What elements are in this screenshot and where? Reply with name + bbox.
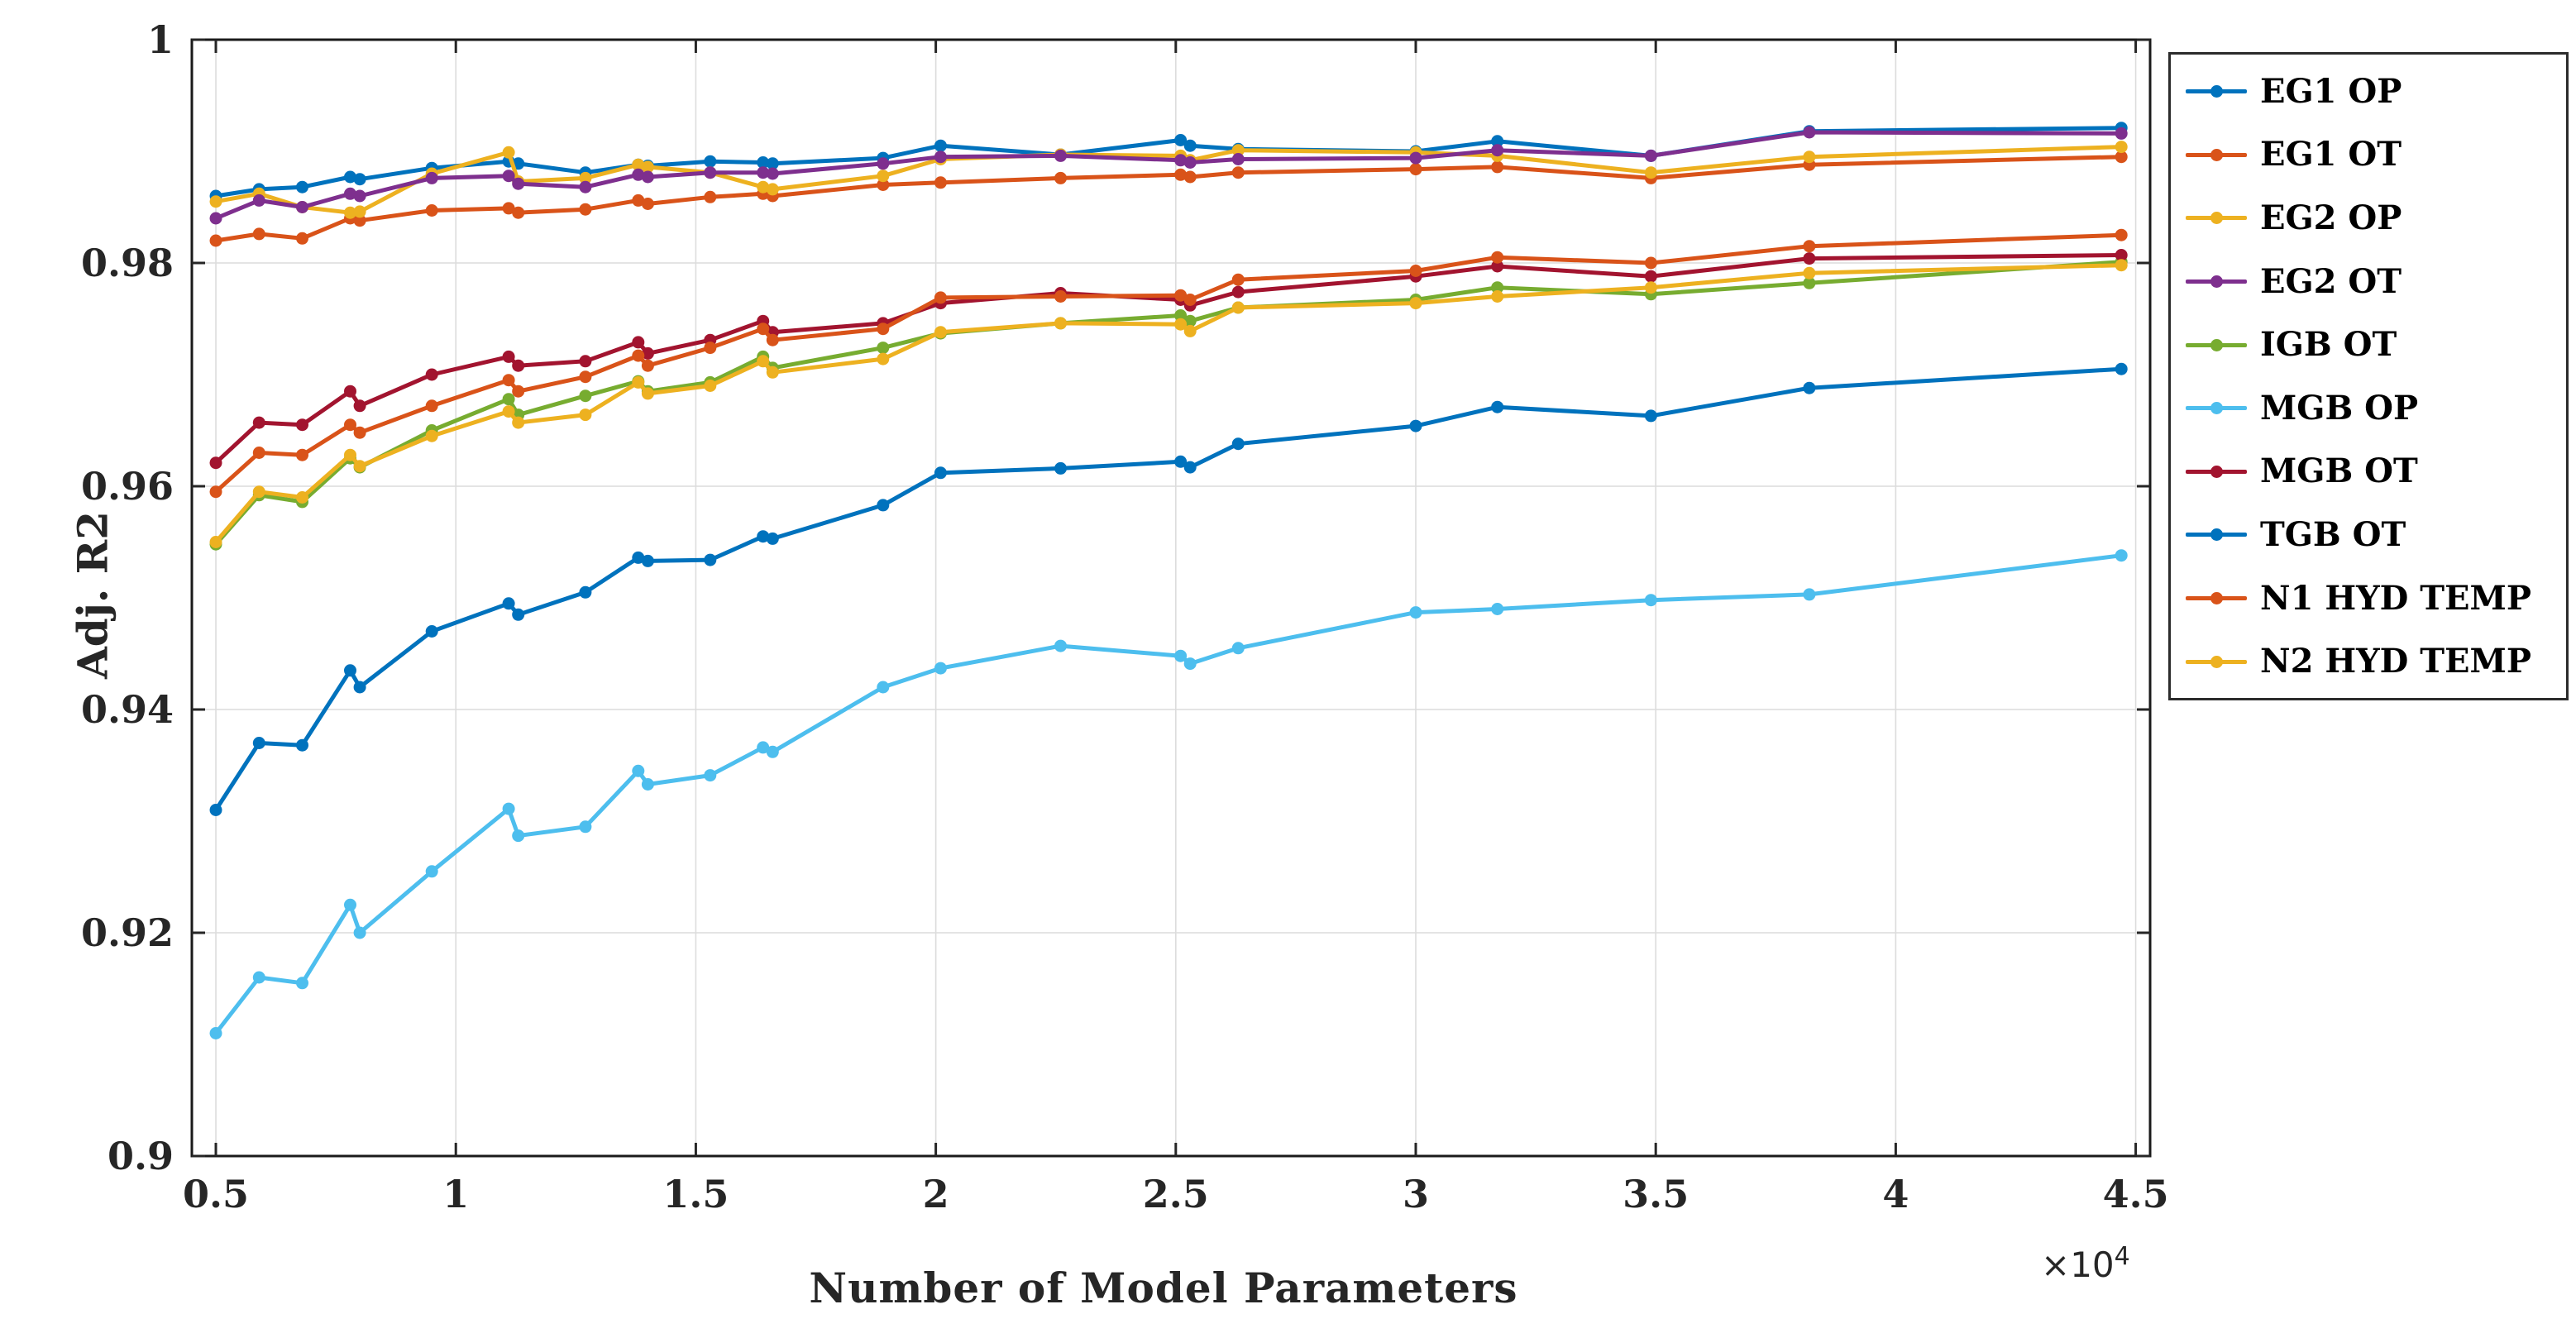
- legend-line-marker-icon: [2186, 147, 2247, 162]
- svg-text:0.9: 0.9: [108, 1134, 174, 1178]
- legend-item-igb-ot: IGB OT: [2186, 315, 2566, 375]
- svg-text:1: 1: [442, 1172, 469, 1216]
- legend-line-marker-icon: [2186, 337, 2247, 352]
- y-axis-label: Adj. R2: [68, 511, 117, 680]
- svg-text:0.96: 0.96: [81, 464, 174, 509]
- svg-text:3.5: 3.5: [1623, 1172, 1689, 1216]
- legend-item-mgb-op: MGB OP: [2186, 378, 2566, 437]
- legend-label: N1 HYD TEMP: [2260, 578, 2531, 618]
- axis-tick-marks: [192, 38, 2150, 1158]
- legend-item-eg2-op: EG2 OP: [2186, 188, 2566, 247]
- legend-item-eg1-ot: EG1 OT: [2186, 125, 2566, 184]
- legend-item-n2-hyd-temp: N2 HYD TEMP: [2186, 632, 2566, 691]
- svg-text:0.5: 0.5: [183, 1172, 249, 1216]
- x-axis-multiplier-base: ×10: [2041, 1245, 2115, 1285]
- svg-text:0.92: 0.92: [81, 910, 174, 955]
- legend-label: IGB OT: [2260, 325, 2397, 365]
- legend-line-marker-icon: [2186, 84, 2247, 98]
- svg-text:0.94: 0.94: [81, 687, 174, 732]
- plot-box: [190, 38, 2152, 1158]
- legend-label: EG1 OP: [2260, 71, 2402, 111]
- series-eg1-ot: [209, 150, 2128, 247]
- series-n1-hyd-temp: [209, 228, 2128, 499]
- legend-label: EG2 OP: [2260, 198, 2402, 237]
- legend-item-eg2-ot: EG2 OT: [2186, 251, 2566, 311]
- legend-line-marker-icon: [2186, 527, 2247, 542]
- legend-line-marker-icon: [2186, 274, 2247, 289]
- svg-text:1.5: 1.5: [662, 1172, 729, 1216]
- x-tick-labels: 0.5 1 1.5 2 2.5 3 3.5 4 4.5: [183, 1172, 2169, 1216]
- svg-text:4: 4: [1882, 1172, 1909, 1216]
- legend-line-marker-icon: [2186, 210, 2247, 225]
- series-tgb-ot: [209, 362, 2128, 816]
- svg-text:0.98: 0.98: [81, 241, 174, 285]
- legend-line-marker-icon: [2186, 654, 2247, 669]
- legend-label: EG1 OT: [2260, 135, 2402, 174]
- legend-label: MGB OP: [2260, 388, 2419, 428]
- series-eg2-ot: [209, 126, 2128, 225]
- legend-item-n1-hyd-temp: N1 HYD TEMP: [2186, 568, 2566, 628]
- svg-text:2: 2: [923, 1172, 949, 1216]
- x-axis-multiplier-exponent: 4: [2114, 1242, 2130, 1271]
- series-mgb-op: [209, 549, 2128, 1039]
- svg-text:2.5: 2.5: [1143, 1172, 1209, 1216]
- series-n2-hyd-temp: [209, 259, 2128, 548]
- legend-line-marker-icon: [2186, 400, 2247, 415]
- legend-label: TGB OT: [2260, 514, 2406, 554]
- svg-text:4.5: 4.5: [2103, 1172, 2169, 1216]
- x-axis-label: Number of Model Parameters: [809, 1264, 1518, 1312]
- legend-item-mgb-ot: MGB OT: [2186, 442, 2566, 501]
- grid-lines: [192, 40, 2150, 1156]
- x-axis-multiplier: ×104: [2041, 1242, 2130, 1285]
- legend-item-tgb-ot: TGB OT: [2186, 504, 2566, 564]
- legend-item-eg1-op: EG1 OP: [2186, 61, 2566, 121]
- legend: EG1 OP EG1 OT EG2 OP EG2 OT IGB OT MGB OP MGB …: [2168, 52, 2569, 700]
- legend-line-marker-icon: [2186, 590, 2247, 605]
- legend-label: EG2 OT: [2260, 261, 2402, 301]
- legend-label: MGB OT: [2260, 452, 2418, 491]
- y-tick-labels: 0.9 0.92 0.94 0.96 0.98 1: [81, 17, 174, 1178]
- legend-label: N2 HYD TEMP: [2260, 642, 2531, 681]
- svg-text:1: 1: [147, 17, 174, 62]
- svg-text:3: 3: [1403, 1172, 1429, 1216]
- legend-line-marker-icon: [2186, 464, 2247, 479]
